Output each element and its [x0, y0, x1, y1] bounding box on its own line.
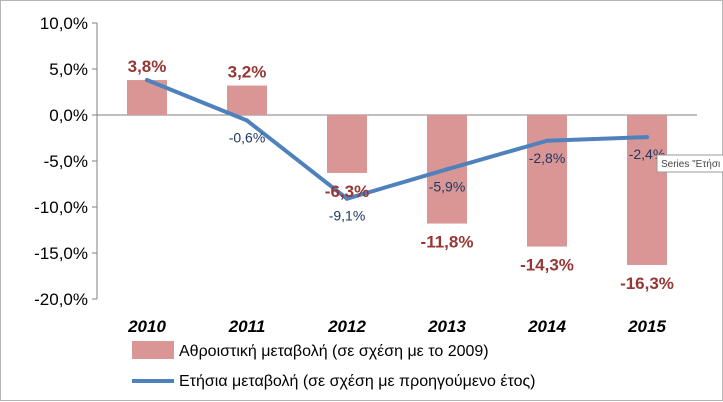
x-tick-label: 2010: [127, 317, 166, 336]
bar-data-label: -11,8%: [421, 233, 474, 252]
y-tick-label: -10,0%: [34, 198, 88, 217]
bar-data-label: 3,8%: [128, 57, 167, 76]
line-layer: [145, 78, 649, 201]
bar: [627, 115, 667, 265]
bar-data-label: -6,3%: [325, 182, 369, 201]
bars-layer: [127, 80, 667, 265]
y-tick-label: 10,0%: [40, 14, 88, 33]
bar-data-label: 3,2%: [228, 63, 267, 82]
bar: [227, 85, 267, 115]
x-tick-label: 2015: [627, 317, 666, 336]
bar-data-label: -16,3%: [620, 274, 674, 293]
x-tick-label: 2011: [228, 317, 266, 336]
axes-layer: 10,0% 5,0% 0,0% -5,0% -10,0% -15,0% -20,0% 2010…: [34, 14, 697, 336]
y-tick-label: -20,0%: [34, 290, 88, 309]
series-line: [145, 78, 649, 201]
y-tick-label: -15,0%: [34, 244, 88, 263]
x-tick-label: 2013: [427, 317, 466, 336]
x-tick-label: 2012: [327, 317, 366, 336]
line-data-label: -5,9%: [429, 178, 466, 194]
legend-layer: Αθροιστική μεταβολή (σε σχέση με το 2009…: [132, 341, 536, 390]
tooltip: Series "Ετήσι: [656, 154, 723, 173]
line-data-label: -9,1%: [329, 208, 366, 224]
tooltip-text: Series "Ετήσι: [661, 158, 720, 170]
legend-swatch-bar: [132, 341, 174, 359]
line-point: [545, 138, 549, 143]
line-point: [645, 135, 649, 140]
line-point: [345, 196, 349, 201]
tooltip-box: [656, 154, 723, 173]
x-tick-label: 2014: [527, 317, 566, 336]
bar: [327, 115, 367, 173]
y-tick-label: 5,0%: [49, 60, 88, 79]
bar: [527, 115, 567, 247]
line-data-label: -2,4%: [629, 146, 666, 162]
line-data-label: -2,8%: [529, 150, 566, 166]
line-data-label: -0,6%: [229, 130, 266, 146]
labels-layer: 3,8% 3,2% -6,3% -11,8% -14,3% -16,3% -0,6% -9,1…: [128, 57, 674, 293]
legend-label-line: Ετήσια μεταβολή (σε σχέση με προηγούμενο…: [179, 373, 536, 390]
y-tick-label: -5,0%: [44, 152, 88, 171]
line-point: [445, 167, 449, 172]
bar-data-label: -14,3%: [520, 256, 574, 275]
legend-label-bar: Αθροιστική μεταβολή (σε σχέση με το 2009…: [179, 343, 489, 360]
line-point: [145, 78, 149, 83]
y-tick-label: 0,0%: [49, 106, 88, 125]
line-point: [245, 118, 249, 123]
